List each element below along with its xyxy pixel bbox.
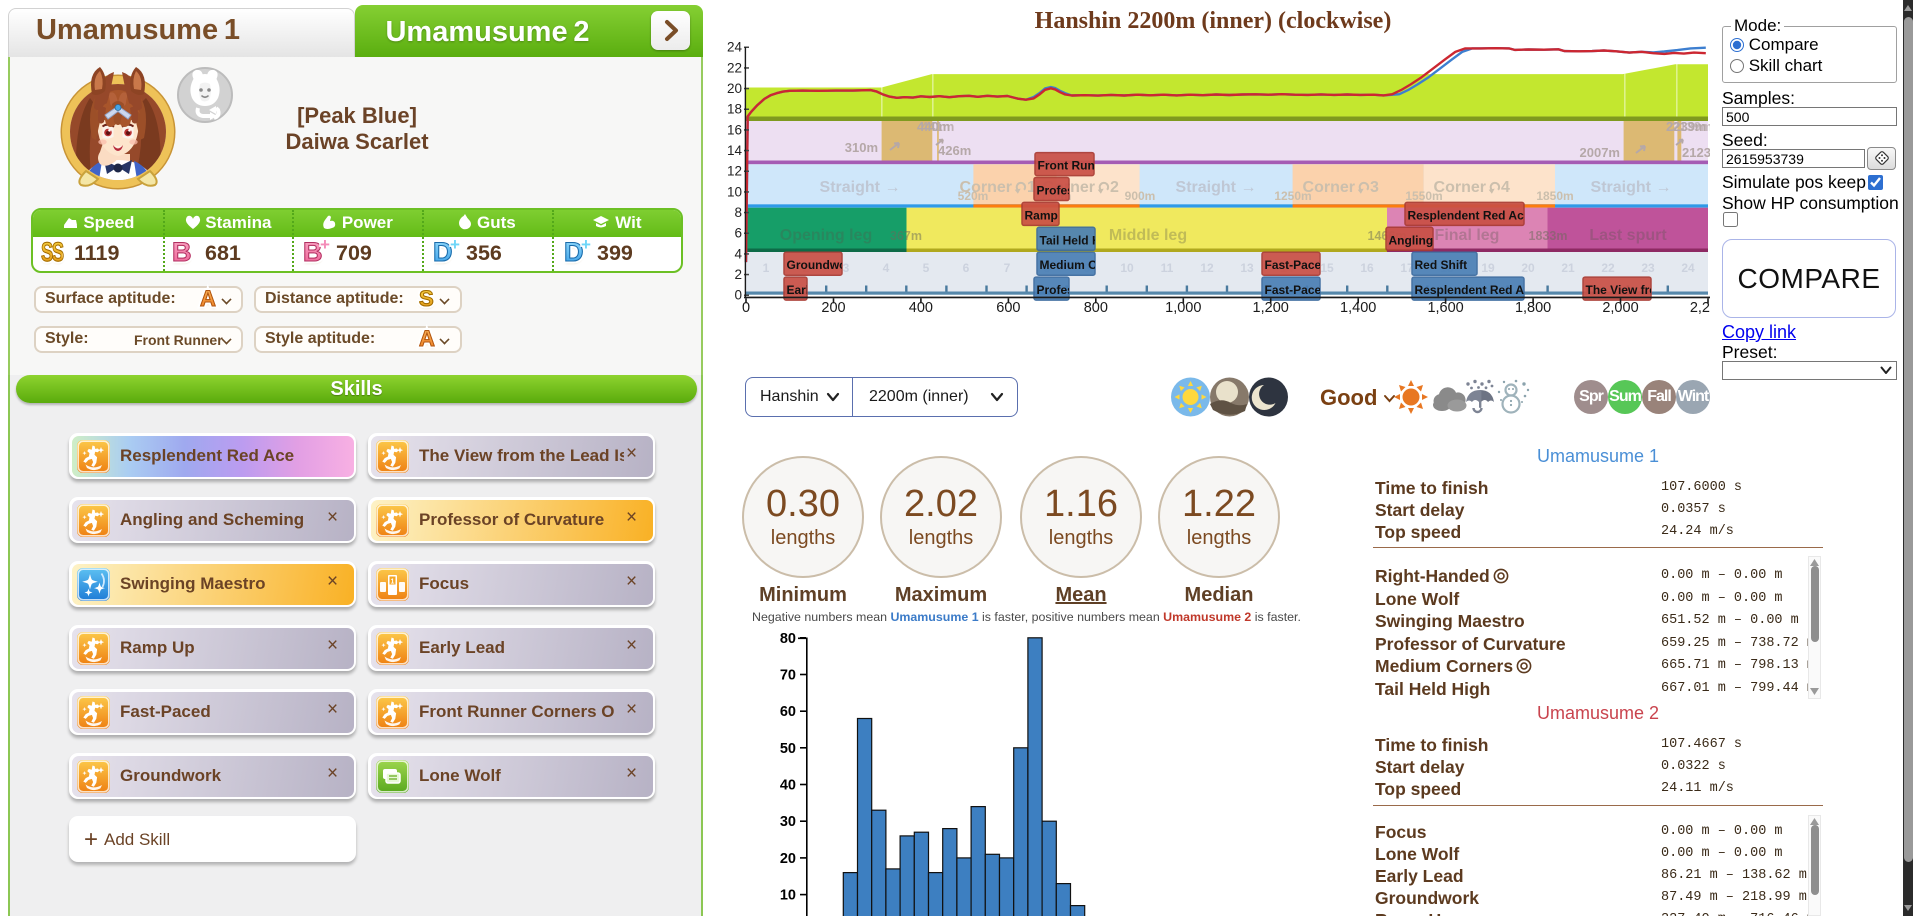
svg-text:1,600: 1,600	[1427, 300, 1463, 316]
svg-text:Last spurt: Last spurt	[1589, 227, 1667, 244]
svg-text:Angling: Angling	[1389, 233, 1434, 247]
svg-text:20: 20	[780, 851, 796, 867]
svg-text:Corner: Corner	[1434, 179, 1486, 196]
svg-text:1: 1	[391, 579, 395, 586]
svg-text:2: 2	[734, 267, 742, 282]
svg-text:900m: 900m	[1125, 189, 1156, 203]
svg-text:13: 13	[1240, 261, 1254, 275]
svg-text:1,000: 1,000	[1165, 300, 1201, 316]
svg-text:8: 8	[734, 205, 742, 220]
svg-text:6: 6	[963, 261, 970, 275]
svg-text:10: 10	[780, 888, 796, 904]
svg-text:The View fro: The View fro	[1586, 283, 1657, 297]
svg-text:16: 16	[1360, 261, 1374, 275]
svg-text:12: 12	[1200, 261, 1214, 275]
svg-text:4: 4	[1501, 179, 1510, 196]
svg-text:440m: 440m	[917, 119, 950, 134]
svg-text:22: 22	[727, 60, 742, 75]
svg-text:Red Shift: Red Shift	[1415, 258, 1468, 272]
svg-text:Tail Held Hi: Tail Held Hi	[1040, 233, 1104, 247]
svg-text:18: 18	[727, 102, 742, 117]
svg-text:2007m: 2007m	[1580, 145, 1620, 160]
svg-text:520m: 520m	[958, 189, 989, 203]
svg-text:Professo: Professo	[1037, 184, 1088, 198]
svg-text:2239m: 2239m	[1666, 119, 1706, 134]
svg-text:441m: 441m	[921, 119, 954, 134]
svg-text:Straight →: Straight →	[1176, 179, 1257, 196]
svg-text:23: 23	[1641, 261, 1655, 275]
svg-text:2123m: 2123m	[1682, 145, 1710, 160]
svg-text:2: 2	[1110, 179, 1119, 196]
svg-text:19: 19	[1481, 261, 1495, 275]
svg-text:Professo: Professo	[1037, 283, 1088, 297]
svg-text:Final leg: Final leg	[1435, 227, 1500, 244]
svg-text:11: 11	[1161, 261, 1174, 275]
svg-text:2139m: 2139m	[1672, 119, 1710, 134]
svg-text:16: 16	[727, 122, 742, 137]
svg-text:50: 50	[780, 741, 796, 757]
svg-text:Medium Co: Medium Co	[1040, 258, 1105, 272]
svg-text:Corner: Corner	[1303, 179, 1355, 196]
svg-text:200: 200	[821, 300, 845, 316]
svg-text:17: 17	[1400, 261, 1414, 275]
svg-text:310m: 310m	[845, 140, 878, 155]
svg-text:Fast-Pace: Fast-Pace	[1265, 258, 1322, 272]
svg-text:1250m: 1250m	[1274, 189, 1311, 203]
svg-text:40: 40	[780, 778, 796, 794]
svg-text:10: 10	[1120, 261, 1134, 275]
svg-text:6: 6	[734, 226, 742, 241]
svg-text:1,200: 1,200	[1253, 300, 1289, 316]
svg-text:2,200: 2,200	[1690, 300, 1710, 316]
svg-text:426m: 426m	[938, 143, 971, 158]
svg-text:24: 24	[727, 40, 743, 55]
svg-text:Straight →: Straight →	[820, 179, 901, 196]
svg-text:14: 14	[727, 143, 743, 158]
svg-text:Opening leg: Opening leg	[780, 227, 872, 244]
svg-text:Ramp U: Ramp U	[1025, 208, 1070, 222]
svg-text:Corner: Corner	[960, 179, 1012, 196]
svg-text:1550m: 1550m	[1405, 189, 1442, 203]
svg-text:4: 4	[883, 261, 890, 275]
svg-text:Earl: Earl	[787, 283, 810, 297]
svg-text:3: 3	[1370, 179, 1379, 196]
svg-text:1: 1	[763, 261, 770, 275]
svg-text:4: 4	[734, 246, 742, 261]
svg-text:10: 10	[727, 184, 742, 199]
svg-text:367m: 367m	[890, 229, 922, 243]
svg-text:21: 21	[1561, 261, 1575, 275]
svg-text:20: 20	[1521, 261, 1535, 275]
svg-text:Straight →: Straight →	[1591, 179, 1672, 196]
svg-text:7: 7	[1004, 261, 1011, 275]
svg-text:Front Runn: Front Runn	[1038, 159, 1103, 173]
svg-text:1,800: 1,800	[1515, 300, 1551, 316]
svg-text:0: 0	[742, 300, 750, 316]
svg-text:70: 70	[780, 668, 796, 684]
svg-text:1850m: 1850m	[1536, 189, 1573, 203]
svg-text:1,400: 1,400	[1340, 300, 1376, 316]
svg-text:3: 3	[843, 261, 850, 275]
svg-text:80: 80	[780, 631, 796, 647]
svg-text:600: 600	[996, 300, 1020, 316]
svg-text:Resplendent Red Ac: Resplendent Red Ac	[1408, 208, 1525, 222]
svg-text:1833m: 1833m	[1529, 229, 1568, 243]
svg-text:2,000: 2,000	[1602, 300, 1638, 316]
svg-text:Middle leg: Middle leg	[1109, 227, 1187, 244]
svg-text:30: 30	[780, 814, 796, 830]
svg-text:800: 800	[1084, 300, 1108, 316]
svg-text:0: 0	[734, 288, 742, 303]
svg-text:5: 5	[923, 261, 930, 275]
svg-text:Fast-Pace: Fast-Pace	[1265, 283, 1322, 297]
svg-text:60: 60	[780, 704, 796, 720]
svg-text:Hanshin 2200m (inner) (clockwi: Hanshin 2200m (inner) (clockwise)	[1035, 8, 1392, 34]
svg-text:24: 24	[1681, 261, 1695, 275]
svg-text:Groundwo: Groundwo	[787, 258, 847, 272]
svg-text:12: 12	[727, 164, 742, 179]
svg-text:22: 22	[1601, 261, 1615, 275]
svg-text:Resplendent Red Ac: Resplendent Red Ac	[1415, 283, 1532, 297]
svg-text:1: 1	[1027, 179, 1036, 196]
svg-text:15: 15	[1320, 261, 1334, 275]
svg-text:20: 20	[727, 81, 742, 96]
svg-text:400: 400	[909, 300, 933, 316]
